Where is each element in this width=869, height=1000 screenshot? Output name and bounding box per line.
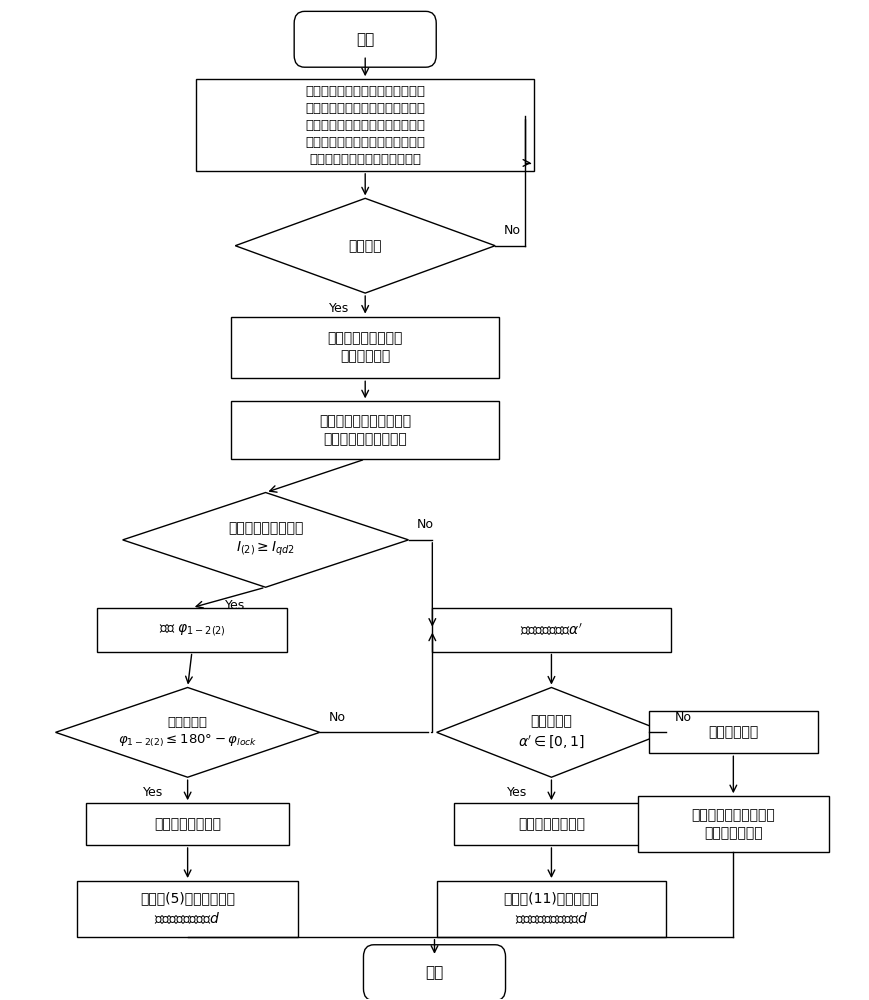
Text: 开始: 开始 <box>356 32 375 47</box>
Text: 计算各线路对应$\alpha'$: 计算各线路对应$\alpha'$ <box>520 622 583 638</box>
Text: 向信息处理中心发出
发生故障信号: 向信息处理中心发出 发生故障信号 <box>328 331 403 364</box>
Text: 该线路为故障线路: 该线路为故障线路 <box>518 817 585 831</box>
Bar <box>96 608 288 652</box>
Polygon shape <box>436 687 667 777</box>
Text: 有线路满足
$\alpha' \in [0,1]$: 有线路满足 $\alpha' \in [0,1]$ <box>518 715 585 750</box>
Text: No: No <box>675 711 692 724</box>
Text: 母线保护动作，故障位
置位于该母线处: 母线保护动作，故障位 置位于该母线处 <box>692 808 775 840</box>
Bar <box>231 401 500 459</box>
Text: Yes: Yes <box>225 599 245 612</box>
Bar <box>649 711 818 753</box>
Bar <box>436 881 667 937</box>
Polygon shape <box>123 493 408 587</box>
Text: 线路上无故障: 线路上无故障 <box>708 725 759 739</box>
Bar <box>196 79 534 171</box>
Text: 有线路满足
$\varphi_{1-2(2)} \leq 180\degree - \varphi_{lock}$: 有线路满足 $\varphi_{1-2(2)} \leq 180\degree … <box>118 716 257 749</box>
Text: 对花瓣环网主干线上各线路和保护
编号，在集中式信息处理中心中录
入主干线上所有线路的长度、单位
长度正序阻抗信息和单位长度负序
阻抗信息，以及负序电流门槛值: 对花瓣环网主干线上各线路和保护 编号，在集中式信息处理中心中录 入主干线上所有线… <box>305 85 425 166</box>
Bar <box>231 317 500 378</box>
Text: 根据式(11)计算故障点
到奇数号保护的距离$d$: 根据式(11)计算故障点 到奇数号保护的距离$d$ <box>504 891 600 926</box>
Text: 该线路为故障线路: 该线路为故障线路 <box>154 817 221 831</box>
Text: No: No <box>504 224 521 237</box>
Bar <box>77 881 298 937</box>
Text: Yes: Yes <box>329 302 349 315</box>
Bar <box>638 796 829 852</box>
FancyBboxPatch shape <box>295 11 436 67</box>
FancyBboxPatch shape <box>363 945 506 1000</box>
Text: 流过保护的负序电流
$I_{(2)} \geq I_{qd2}$: 流过保护的负序电流 $I_{(2)} \geq I_{qd2}$ <box>228 521 303 558</box>
Text: No: No <box>417 518 434 531</box>
Text: 保护启动: 保护启动 <box>348 239 382 253</box>
Text: 根据式(5)计算故障点到
奇数号保护的距离$d$: 根据式(5)计算故障点到 奇数号保护的距离$d$ <box>140 891 235 926</box>
Polygon shape <box>235 198 495 293</box>
Text: Yes: Yes <box>507 786 527 799</box>
Polygon shape <box>56 687 320 777</box>
Text: No: No <box>328 711 345 724</box>
Text: 结束: 结束 <box>425 965 444 980</box>
Text: 计算 $\varphi_{1-2(2)}$: 计算 $\varphi_{1-2(2)}$ <box>158 622 225 638</box>
Text: 信息处理信息发出指令，
接受正、负序电流信息: 信息处理信息发出指令， 接受正、负序电流信息 <box>319 414 411 446</box>
Text: Yes: Yes <box>143 786 163 799</box>
Bar <box>433 608 671 652</box>
Bar <box>454 803 649 845</box>
Bar <box>86 803 289 845</box>
